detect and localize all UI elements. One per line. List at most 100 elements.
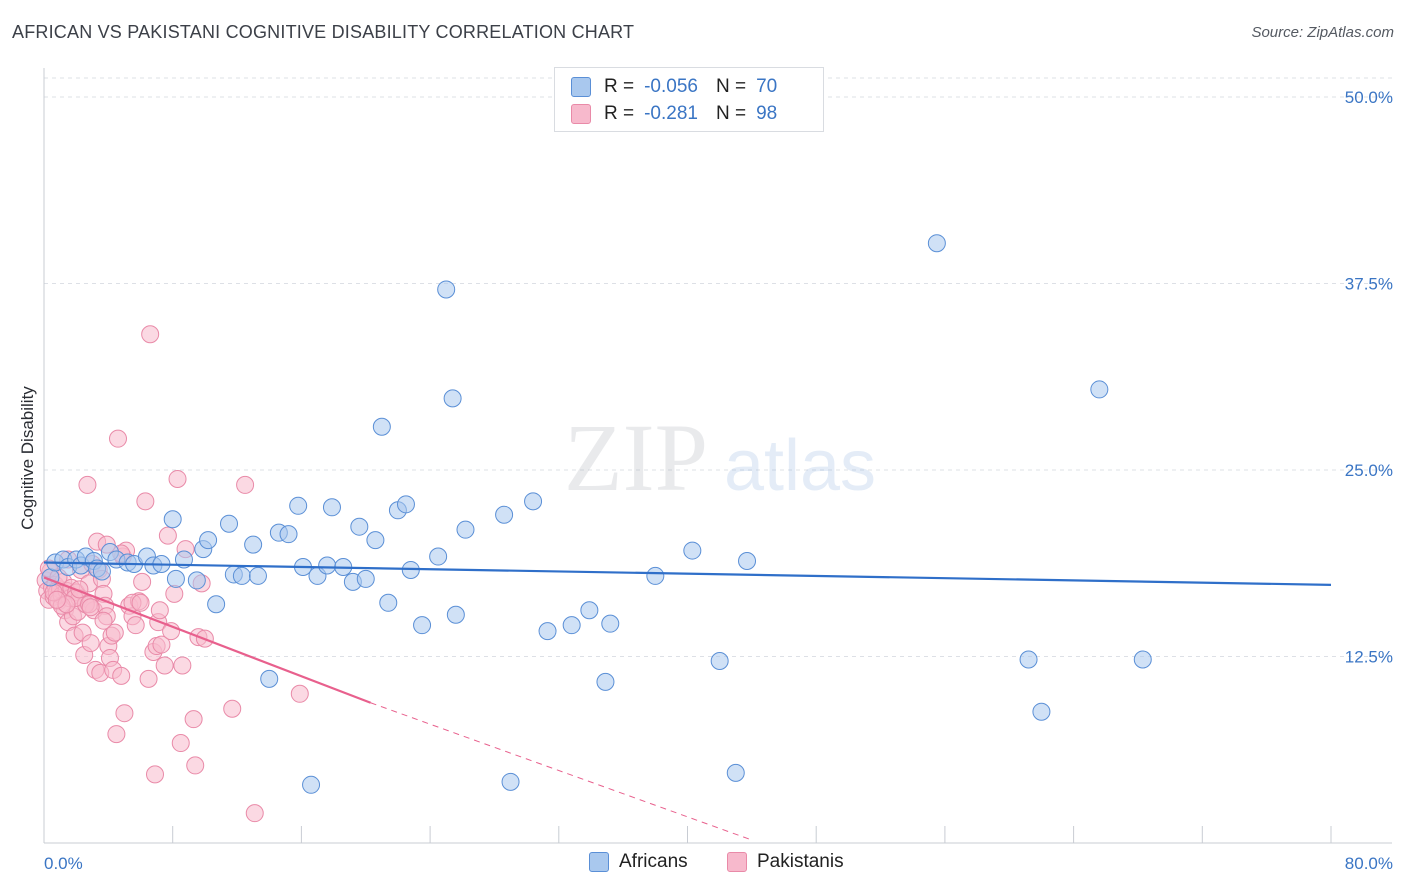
africans-point-60 [596,672,615,691]
africans-point-44 [379,593,398,612]
africans-point-18 [166,569,185,588]
y-tick-label-2: 37.5% [1345,275,1393,294]
chart-title: AFRICAN VS PAKISTANI COGNITIVE DISABILIT… [12,22,635,42]
y-tick-label-0: 12.5% [1345,648,1393,667]
africans-points [41,234,1152,794]
africans-point-62 [646,566,665,585]
africans-point-67 [927,234,946,253]
africans-point-64 [710,651,729,670]
pakistanis-point-78 [186,756,205,775]
legend-r-label: R = [604,76,635,97]
pakistanis-point-62 [152,635,171,654]
africans-point-48 [413,616,432,635]
africans-point-22 [199,531,218,550]
pakistanis-point-94 [131,593,150,612]
africans-point-69 [1032,702,1051,721]
africans-point-28 [248,566,267,585]
pakistanis-point-64 [158,526,177,545]
bottom-legend-africans[interactable]: Africans [589,851,688,873]
y-tick-label-3: 50.0% [1345,88,1393,107]
pakistanis-swatch [571,104,591,124]
pakistanis-point-45 [109,429,128,448]
bottom-legend: Africans Pakistanis [0,851,1406,877]
africans-point-43 [372,417,391,436]
africans-point-27 [244,535,263,554]
africans-point-29 [260,669,279,688]
pakistanis-point-28 [81,634,100,653]
africans-swatch [571,77,591,97]
bottom-legend-pakistanis-label: Pakistanis [757,851,844,872]
pakistanis-point-96 [47,590,66,609]
africans-point-41 [356,569,375,588]
africans-point-26 [232,566,251,585]
pakistanis-point-48 [115,704,134,723]
africans-point-56 [524,492,543,511]
legend-row-pakistanis: R = -0.281 N = 98 [571,101,777,127]
africans-point-17 [163,510,182,529]
legend-r-label: R = [604,103,635,124]
pakistanis-point-55 [136,492,155,511]
pakistanis-point-26 [78,475,97,494]
pakistanis-point-88 [94,611,113,630]
africans-point-61 [601,614,620,633]
bottom-legend-pakistanis[interactable]: Pakistanis [727,851,844,873]
x-tick-label-1: 80.0% [1345,854,1393,873]
africans-point-9 [92,562,111,581]
africans-point-63 [683,541,702,560]
pakistanis-point-43 [105,623,124,642]
axes [43,68,1392,844]
legend-r-value-africans: -0.056 [644,76,698,97]
pakistanis-trend-extension [370,702,753,841]
legend-r-value-pakistanis: -0.281 [644,103,698,124]
watermark: ZIP atlas [564,404,876,511]
bottom-legend-africans-label: Africans [619,851,688,872]
legend-n-value-pakistanis: 98 [756,103,778,124]
pakistanis-point-46 [112,666,131,685]
africans-point-23 [207,595,226,614]
pakistanis-point-97 [81,598,100,617]
africans-point-66 [738,552,757,571]
africans-point-53 [456,520,475,539]
africans-point-55 [501,772,520,791]
africans-point-36 [318,556,337,575]
pakistanis-point-71 [184,710,203,729]
africans-point-50 [437,280,456,299]
africans-point-57 [538,622,557,641]
africans-point-46 [396,495,415,514]
africans-swatch [589,852,609,872]
pakistanis-point-67 [168,469,187,488]
africans-point-31 [279,525,298,544]
pakistanis-point-76 [245,804,264,823]
africans-point-40 [350,517,369,536]
x-tick-label-0: 0.0% [44,854,83,873]
pakistanis-point-63 [155,656,174,675]
africans-point-68 [1019,650,1038,669]
africans-point-58 [562,616,581,635]
watermark-atlas: atlas [724,426,876,506]
africans-trend-line [43,561,1332,586]
africans-point-20 [187,571,206,590]
africans-point-37 [322,498,341,517]
africans-point-65 [726,763,745,782]
africans-point-54 [495,505,514,524]
y-tick-label-1: 25.0% [1345,461,1393,480]
africans-point-34 [302,775,321,794]
pakistanis-point-74 [223,699,242,718]
pakistanis-point-75 [236,475,255,494]
africans-point-70 [1090,380,1109,399]
legend-n-label: N = [715,103,747,124]
legend-row-africans: R = -0.056 N = 70 [571,74,777,100]
trend-lines [43,561,1332,841]
pakistanis-point-59 [146,765,165,784]
pakistanis-swatch [727,852,747,872]
africans-point-49 [429,547,448,566]
pakistanis-point-54 [133,572,152,591]
pakistanis-trend-line [43,576,371,704]
source-label: Source: ZipAtlas.com [1251,24,1394,41]
watermark-zip: ZIP [564,404,708,511]
africans-point-51 [443,389,462,408]
africans-point-52 [446,605,465,624]
legend-n-value-africans: 70 [756,76,778,97]
pakistanis-point-44 [107,725,126,744]
